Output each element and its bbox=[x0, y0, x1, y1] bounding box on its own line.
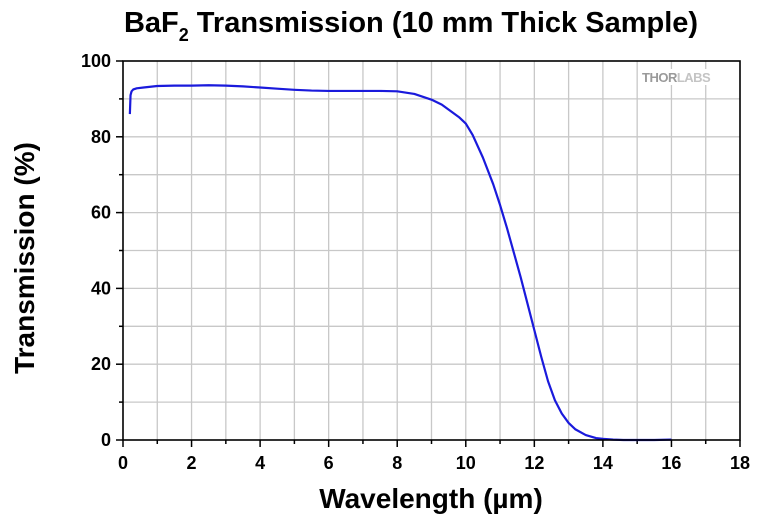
x-tick-label: 10 bbox=[456, 453, 476, 473]
x-tick-label: 18 bbox=[730, 453, 750, 473]
x-tick-label: 16 bbox=[661, 453, 681, 473]
thorlabs-logo-labs: LABS bbox=[677, 70, 711, 85]
plot-area bbox=[116, 60, 741, 447]
x-tick-label: 2 bbox=[187, 453, 197, 473]
y-tick-label: 100 bbox=[81, 51, 111, 71]
y-tick-label: 20 bbox=[91, 354, 111, 374]
x-tick-label: 0 bbox=[118, 453, 128, 473]
x-tick-label: 6 bbox=[324, 453, 334, 473]
chart-title-subscript: 2 bbox=[179, 25, 189, 45]
y-tick-label: 80 bbox=[91, 127, 111, 147]
chart-title: BaF2 Transmission (10 mm Thick Sample) bbox=[124, 7, 698, 45]
plot-frame bbox=[122, 60, 741, 441]
x-tick-labels: 0 2 4 6 8 10 12 14 16 18 bbox=[118, 453, 750, 473]
y-tick-labels: 0 20 40 60 80 100 bbox=[81, 51, 111, 450]
thorlabs-logo: THORLABS bbox=[641, 69, 733, 85]
x-tick-label: 4 bbox=[255, 453, 265, 473]
grid-lines bbox=[123, 61, 740, 440]
svg-text:THORLABS: THORLABS bbox=[642, 70, 711, 85]
thorlabs-logo-backdrop bbox=[641, 69, 733, 85]
x-tick-label: 12 bbox=[524, 453, 544, 473]
x-tick-label: 8 bbox=[392, 453, 402, 473]
y-tick-label: 60 bbox=[91, 203, 111, 223]
transmission-line bbox=[128, 84, 672, 442]
y-tick-label: 40 bbox=[91, 278, 111, 298]
y-tick-label: 0 bbox=[101, 430, 111, 450]
thorlabs-logo-thor: THOR bbox=[642, 70, 678, 85]
x-axis-title: Wavelength (µm) bbox=[319, 483, 543, 514]
y-axis-title: Transmission (%) bbox=[9, 142, 40, 374]
x-tick-label: 14 bbox=[593, 453, 613, 473]
